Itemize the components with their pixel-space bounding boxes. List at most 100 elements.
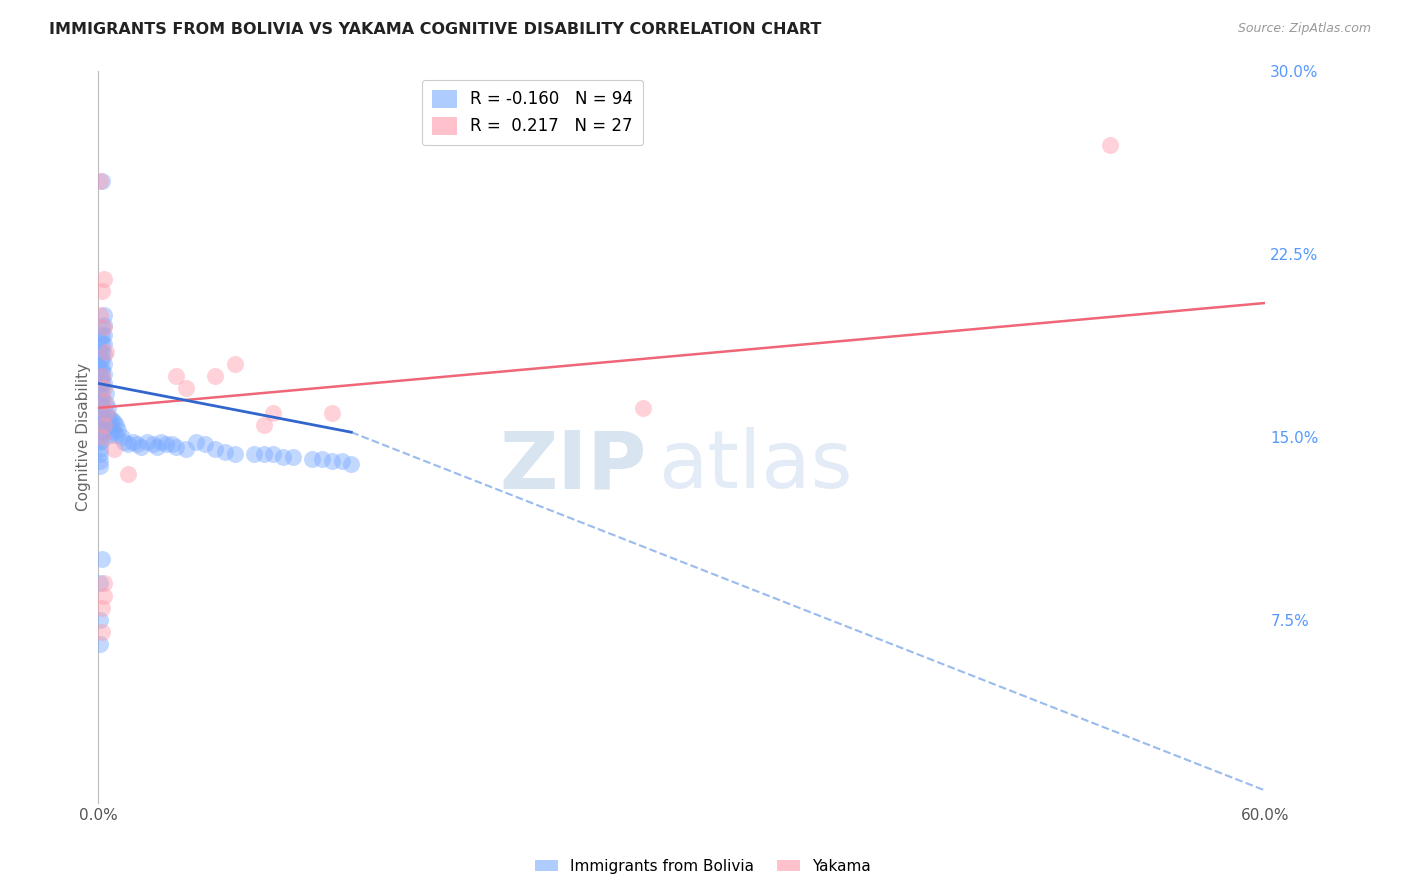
Point bbox=[91, 401, 114, 415]
Point bbox=[146, 440, 169, 454]
Point bbox=[91, 344, 114, 359]
Point bbox=[89, 406, 111, 420]
Point bbox=[89, 613, 111, 627]
Point bbox=[91, 320, 114, 334]
Point bbox=[89, 410, 111, 425]
Point bbox=[93, 393, 115, 408]
Point bbox=[91, 430, 114, 444]
Point bbox=[1098, 137, 1121, 152]
Point bbox=[89, 333, 111, 347]
Point bbox=[91, 369, 114, 384]
Point bbox=[91, 393, 114, 408]
Point bbox=[89, 381, 111, 395]
Point bbox=[155, 437, 177, 451]
Point bbox=[89, 459, 111, 474]
Text: IMMIGRANTS FROM BOLIVIA VS YAKAMA COGNITIVE DISABILITY CORRELATION CHART: IMMIGRANTS FROM BOLIVIA VS YAKAMA COGNIT… bbox=[49, 22, 821, 37]
Point bbox=[89, 637, 111, 651]
Point bbox=[103, 425, 125, 440]
Point bbox=[243, 447, 266, 461]
Point bbox=[122, 434, 145, 449]
Point bbox=[89, 425, 111, 440]
Point bbox=[89, 308, 111, 322]
Point bbox=[224, 447, 246, 461]
Point bbox=[281, 450, 304, 464]
Point bbox=[91, 361, 114, 376]
Point bbox=[96, 406, 118, 420]
Point bbox=[631, 401, 654, 415]
Point bbox=[91, 284, 114, 298]
Point bbox=[89, 398, 111, 412]
Point bbox=[107, 423, 129, 437]
Point bbox=[127, 437, 149, 451]
Point bbox=[97, 401, 120, 415]
Point bbox=[104, 427, 127, 442]
Point bbox=[184, 434, 207, 449]
Point bbox=[89, 417, 111, 432]
Point bbox=[96, 344, 118, 359]
Point bbox=[97, 420, 120, 434]
Legend: Immigrants from Bolivia, Yakama: Immigrants from Bolivia, Yakama bbox=[529, 853, 877, 880]
Point bbox=[91, 425, 114, 440]
Point bbox=[98, 410, 121, 425]
Point bbox=[253, 447, 276, 461]
Point bbox=[204, 442, 226, 457]
Point bbox=[96, 416, 118, 430]
Point bbox=[91, 552, 114, 566]
Point bbox=[89, 376, 111, 391]
Point bbox=[117, 437, 139, 451]
Point bbox=[89, 454, 111, 468]
Point bbox=[96, 406, 118, 420]
Point bbox=[89, 369, 111, 384]
Point bbox=[93, 417, 115, 432]
Point bbox=[101, 413, 124, 427]
Point bbox=[204, 369, 226, 384]
Point bbox=[93, 367, 115, 381]
Point bbox=[142, 437, 165, 451]
Point bbox=[93, 357, 115, 371]
Point bbox=[93, 308, 115, 322]
Point bbox=[93, 589, 115, 603]
Point bbox=[330, 454, 353, 468]
Point bbox=[103, 442, 125, 457]
Point bbox=[91, 600, 114, 615]
Point bbox=[89, 393, 111, 408]
Point bbox=[93, 337, 115, 351]
Point bbox=[129, 440, 152, 454]
Point bbox=[89, 386, 111, 401]
Point bbox=[91, 352, 114, 367]
Point bbox=[96, 386, 118, 401]
Point bbox=[96, 396, 118, 410]
Point bbox=[89, 442, 111, 457]
Point bbox=[174, 381, 197, 395]
Point bbox=[214, 444, 236, 458]
Point bbox=[194, 437, 217, 451]
Point bbox=[89, 576, 111, 591]
Point bbox=[91, 174, 114, 188]
Point bbox=[89, 344, 111, 359]
Point bbox=[136, 434, 159, 449]
Point bbox=[93, 376, 115, 391]
Point bbox=[271, 450, 294, 464]
Point bbox=[91, 327, 114, 342]
Point bbox=[93, 320, 115, 334]
Point bbox=[89, 352, 111, 367]
Point bbox=[89, 430, 111, 444]
Point bbox=[91, 433, 114, 447]
Point bbox=[117, 467, 139, 481]
Point bbox=[93, 318, 115, 332]
Point bbox=[91, 417, 114, 432]
Point bbox=[91, 386, 114, 401]
Point bbox=[91, 337, 114, 351]
Point bbox=[89, 361, 111, 376]
Point bbox=[89, 447, 111, 461]
Point bbox=[91, 376, 114, 391]
Point bbox=[93, 271, 115, 285]
Point bbox=[111, 430, 134, 444]
Point bbox=[174, 442, 197, 457]
Legend: R = -0.160   N = 94, R =  0.217   N = 27: R = -0.160 N = 94, R = 0.217 N = 27 bbox=[422, 79, 643, 145]
Point bbox=[149, 434, 172, 449]
Point bbox=[101, 423, 124, 437]
Point bbox=[165, 369, 187, 384]
Point bbox=[91, 369, 114, 384]
Point bbox=[321, 454, 343, 468]
